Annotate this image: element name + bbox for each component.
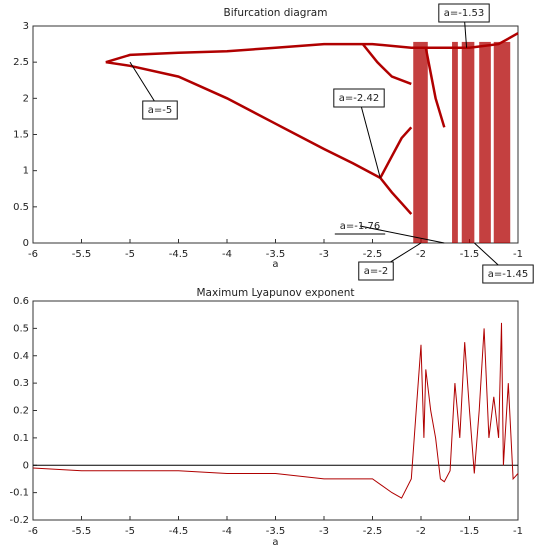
y-tick-label: 0.5 xyxy=(13,323,29,334)
x-tick-label: -5 xyxy=(125,249,135,260)
annotation-box xyxy=(142,100,178,120)
chaotic-band xyxy=(413,41,428,244)
x-tick-label: -4.5 xyxy=(169,526,189,537)
chaotic-band xyxy=(461,41,475,244)
series-line xyxy=(379,177,413,215)
y-tick-label: 0.4 xyxy=(13,351,29,362)
chaotic-band xyxy=(452,41,458,244)
annotation-label: a=-2 xyxy=(364,266,388,277)
y-tick-label: 0.6 xyxy=(13,296,29,307)
chart-title: Bifurcation diagram xyxy=(224,7,328,19)
annotation-box xyxy=(333,88,385,108)
series-line xyxy=(105,32,519,64)
y-tick-label: 1 xyxy=(23,166,29,177)
x-tick-label: -4.5 xyxy=(169,249,189,260)
x-axis-label: a xyxy=(272,537,278,548)
plot-area xyxy=(32,300,519,521)
x-tick-label: -5 xyxy=(125,526,135,537)
annotation-label: a=-5 xyxy=(148,105,172,116)
y-tick-label: 0.1 xyxy=(13,433,29,444)
chaotic-band xyxy=(493,41,511,244)
y-tick-label: -0.1 xyxy=(9,488,29,499)
x-tick-label: -5.5 xyxy=(72,526,92,537)
series-line xyxy=(379,126,413,179)
x-tick-label: -5.5 xyxy=(72,249,92,260)
x-tick-label: -1.5 xyxy=(460,249,480,260)
y-tick-label: 3 xyxy=(23,21,29,32)
y-tick-label: 0 xyxy=(23,460,29,471)
y-tick-label: 0.2 xyxy=(13,406,29,417)
x-tick-label: -3 xyxy=(319,526,329,537)
y-tick-label: 1.5 xyxy=(13,130,29,141)
y-tick-label: 0.5 xyxy=(13,202,29,213)
series-line xyxy=(105,60,381,180)
y-tick-label: -0.2 xyxy=(9,515,29,526)
plot-area xyxy=(32,25,519,244)
annotation-box xyxy=(358,261,394,281)
y-tick-label: 2 xyxy=(23,93,29,104)
y-tick-label: 0 xyxy=(23,238,29,249)
x-tick-label: -2 xyxy=(416,249,426,260)
y-tick-label: 0.3 xyxy=(13,378,29,389)
x-tick-label: -2.5 xyxy=(363,249,383,260)
x-axis-label: a xyxy=(272,259,278,270)
annotation-label: a=-1.76 xyxy=(340,221,380,232)
series-line xyxy=(424,47,446,128)
x-tick-label: -2.5 xyxy=(363,526,383,537)
x-tick-label: -6 xyxy=(28,526,38,537)
x-tick-label: -1 xyxy=(513,526,523,537)
x-tick-label: -3 xyxy=(319,249,329,260)
annotation-box xyxy=(438,3,490,23)
series-line xyxy=(32,322,519,499)
x-tick-label: -4 xyxy=(222,526,232,537)
chaotic-band xyxy=(479,41,491,244)
x-tick-label: -2 xyxy=(416,526,426,537)
y-tick-label: 2.5 xyxy=(13,57,29,68)
x-tick-label: -3.5 xyxy=(266,249,286,260)
x-tick-label: -1.5 xyxy=(460,526,480,537)
annotation-box xyxy=(482,264,534,284)
annotation-arrow xyxy=(359,225,445,244)
annotation-label: a=-1.53 xyxy=(444,8,484,19)
x-tick-label: -1 xyxy=(513,249,523,260)
annotation-arrow xyxy=(358,97,381,179)
series-line xyxy=(361,43,412,86)
annotation-label: a=-1.45 xyxy=(488,269,528,280)
x-tick-label: -6 xyxy=(28,249,38,260)
annotation-label: a=-2.42 xyxy=(339,93,379,104)
chart-title: Maximum Lyapunov exponent xyxy=(196,287,354,299)
x-tick-label: -3.5 xyxy=(266,526,286,537)
x-tick-label: -4 xyxy=(222,249,232,260)
